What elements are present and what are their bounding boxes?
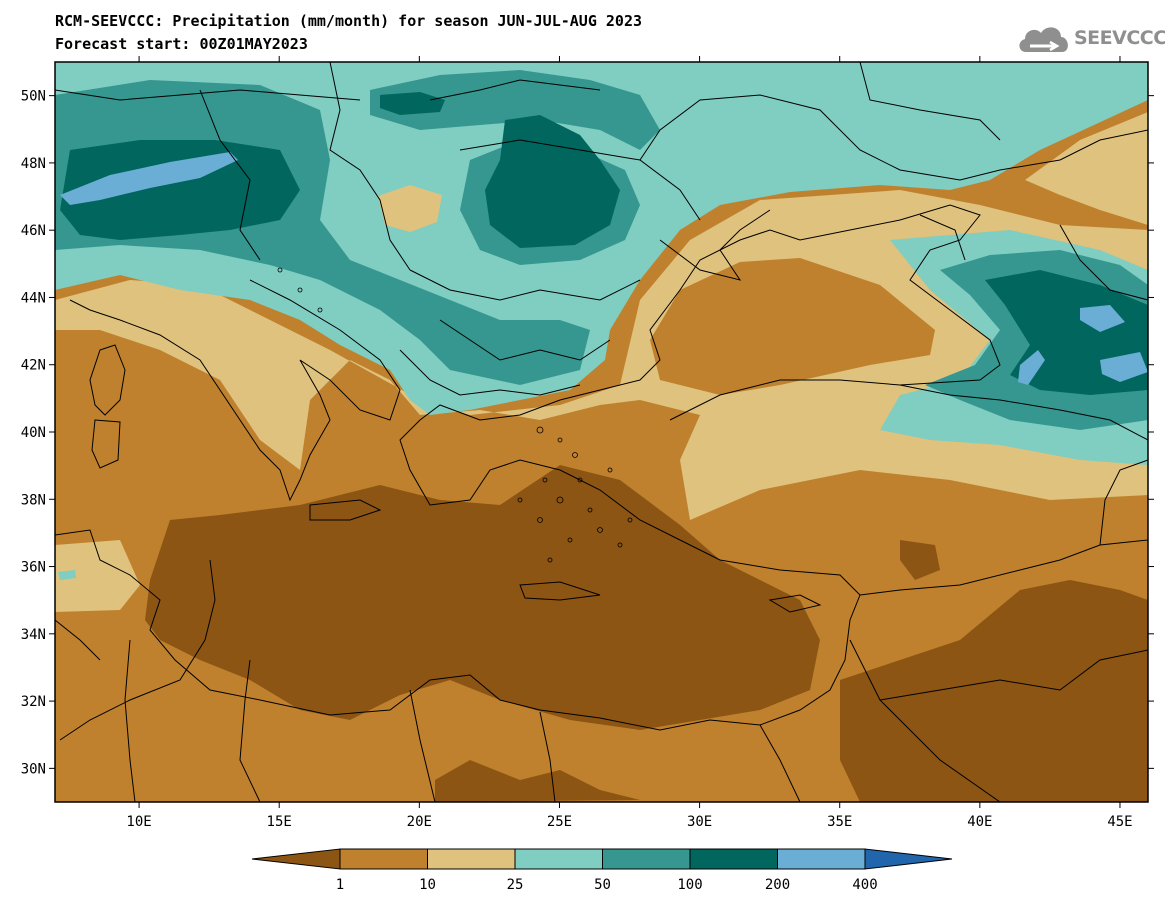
colorbar-label: 25 bbox=[507, 877, 524, 893]
lat-tick-label: 42N bbox=[21, 358, 46, 374]
lon-tick-label: 20E bbox=[407, 814, 432, 830]
lat-tick-label: 38N bbox=[21, 492, 46, 508]
logo-text: SEEVCCC bbox=[1074, 27, 1165, 49]
longitude-axis: 10E 15E 20E 25E 30E 35E 40E 45E bbox=[126, 56, 1133, 830]
latitude-axis: 50N 48N 46N 44N 42N 40N 38N 36N 34N 32N 30N bbox=[21, 89, 1154, 777]
lat-tick-label: 50N bbox=[21, 89, 46, 105]
forecast-start-label: Forecast start: 00Z01MAY2023 bbox=[55, 35, 308, 53]
colorbar: 1 10 25 50 100 200 400 bbox=[251, 848, 953, 893]
lat-tick-label: 48N bbox=[21, 156, 46, 172]
lon-tick-label: 10E bbox=[126, 814, 151, 830]
lat-tick-label: 44N bbox=[21, 290, 46, 306]
lat-tick-label: 32N bbox=[21, 694, 46, 710]
colorbar-label: 100 bbox=[677, 877, 702, 893]
colorbar-segment bbox=[514, 848, 603, 870]
lon-tick-label: 45E bbox=[1107, 814, 1132, 830]
lon-tick-label: 25E bbox=[547, 814, 572, 830]
colorbar-segment bbox=[339, 848, 428, 870]
colorbar-low-arrow bbox=[251, 848, 341, 870]
colorbar-segment bbox=[689, 848, 778, 870]
lat-tick-label: 30N bbox=[21, 761, 46, 777]
lat-tick-label: 40N bbox=[21, 425, 46, 441]
lat-tick-label: 36N bbox=[21, 560, 46, 576]
aegean-islands bbox=[277, 267, 633, 563]
colorbar-label: 200 bbox=[765, 877, 790, 893]
coastlines bbox=[55, 62, 1148, 802]
cloud-icon bbox=[1019, 27, 1068, 52]
colorbar-segment bbox=[777, 848, 866, 870]
map-title: RCM-SEEVCCC: Precipitation (mm/month) fo… bbox=[55, 12, 642, 30]
colorbar-label: 10 bbox=[419, 877, 436, 893]
colorbar-label: 50 bbox=[594, 877, 611, 893]
seevccc-logo: SEEVCCC bbox=[1016, 20, 1165, 60]
lon-tick-label: 15E bbox=[267, 814, 292, 830]
lon-tick-label: 35E bbox=[827, 814, 852, 830]
colorbar-label: 400 bbox=[852, 877, 877, 893]
colorbar-segment bbox=[427, 848, 516, 870]
precipitation-field bbox=[55, 62, 1148, 802]
colorbar-label: 1 bbox=[336, 877, 344, 893]
lat-tick-label: 46N bbox=[21, 223, 46, 239]
lat-tick-label: 34N bbox=[21, 627, 46, 643]
colorbar-high-arrow bbox=[864, 848, 953, 870]
colorbar-segment bbox=[602, 848, 691, 870]
lon-tick-label: 40E bbox=[967, 814, 992, 830]
lon-tick-label: 30E bbox=[687, 814, 712, 830]
